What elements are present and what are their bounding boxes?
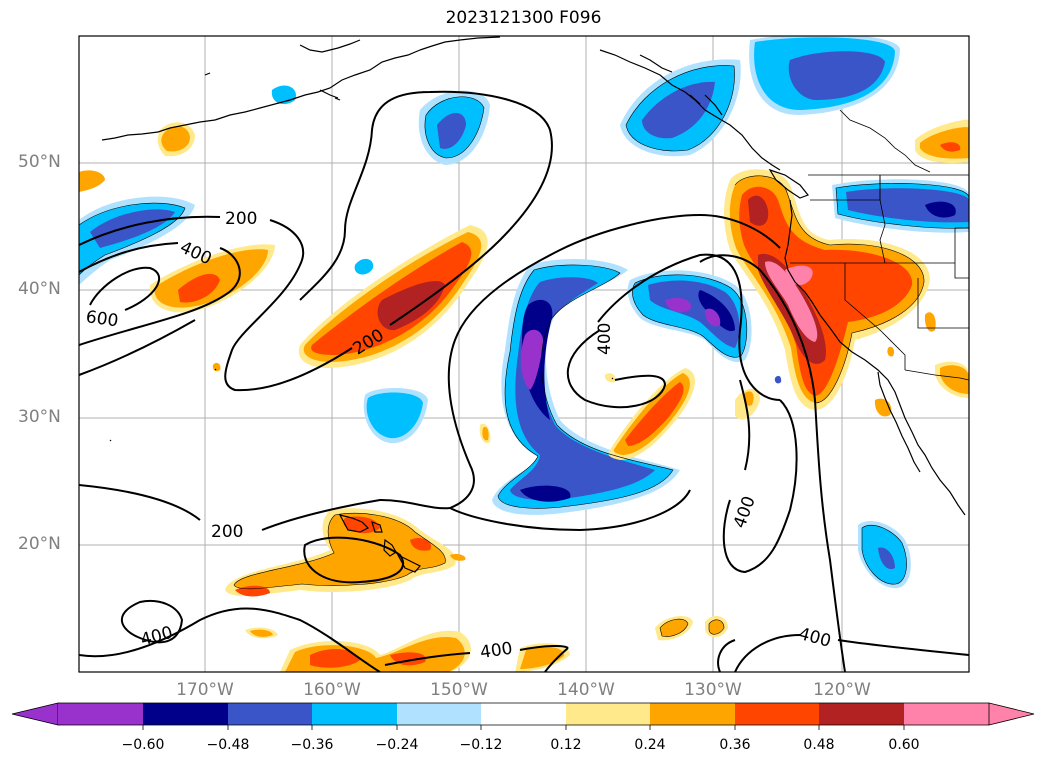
colorbar-tick-label: 0.12 [550,737,582,753]
lon-label: 130°W [684,680,742,700]
map-frame [78,35,970,673]
anomaly-outlines [79,65,969,637]
contour-label: 200 [225,209,257,229]
lon-label: 150°W [430,680,488,700]
colorbar-swatch [228,703,312,725]
colorbar-tick-label: −0.36 [290,737,334,753]
colorbar-tick-label: 0.36 [719,737,751,753]
colorbar-swatch [397,703,481,725]
coastlines [101,36,966,573]
colorbar-swatch [735,703,819,725]
colorbar-tick-label: 0.60 [888,737,920,753]
colorbar-swatch [143,703,228,725]
positive-anomaly-fills [79,119,969,672]
height-contours [79,90,969,672]
contour-label: 400 [479,639,514,663]
colorbar-swatch [312,703,397,725]
colorbar-swatch [58,703,144,725]
colorbar-extend-high [988,702,1035,726]
colorbar-tick-label: 0.24 [634,737,666,753]
colorbar-swatch [481,703,566,725]
colorbar-swatch [904,703,989,725]
contour-label: 400 [138,623,175,651]
lat-label: 50°N [18,152,61,172]
lat-label: 40°N [18,279,61,299]
contour-label: 400 [730,494,760,531]
borders [790,109,969,381]
colorbar-swatch [650,703,735,725]
colorbar-tick-label: −0.48 [206,737,250,753]
colorbar-tick-label: −0.60 [121,737,165,753]
colorbar [11,702,1035,730]
contour-label: 400 [797,624,834,652]
colorbar-tick-label: −0.24 [375,737,419,753]
colorbar-extend-low [11,702,59,726]
contour-label: 400 [595,323,615,355]
lon-label: 170°W [176,680,234,700]
lat-label: 30°N [18,407,61,427]
lat-label: 20°N [18,534,61,554]
contour-label: 600 [85,307,120,331]
colorbar-swatch [566,703,650,725]
lon-label: 160°W [303,680,361,700]
map-title: 2023121300 F096 [445,8,602,28]
colorbar-tick-label: −0.12 [459,737,503,753]
lon-label: 120°W [813,680,871,700]
colorbar-tick-label: 0.48 [803,737,835,753]
lon-label: 140°W [557,680,615,700]
colorbar-swatch [819,703,904,725]
contour-label: 200 [211,522,243,542]
